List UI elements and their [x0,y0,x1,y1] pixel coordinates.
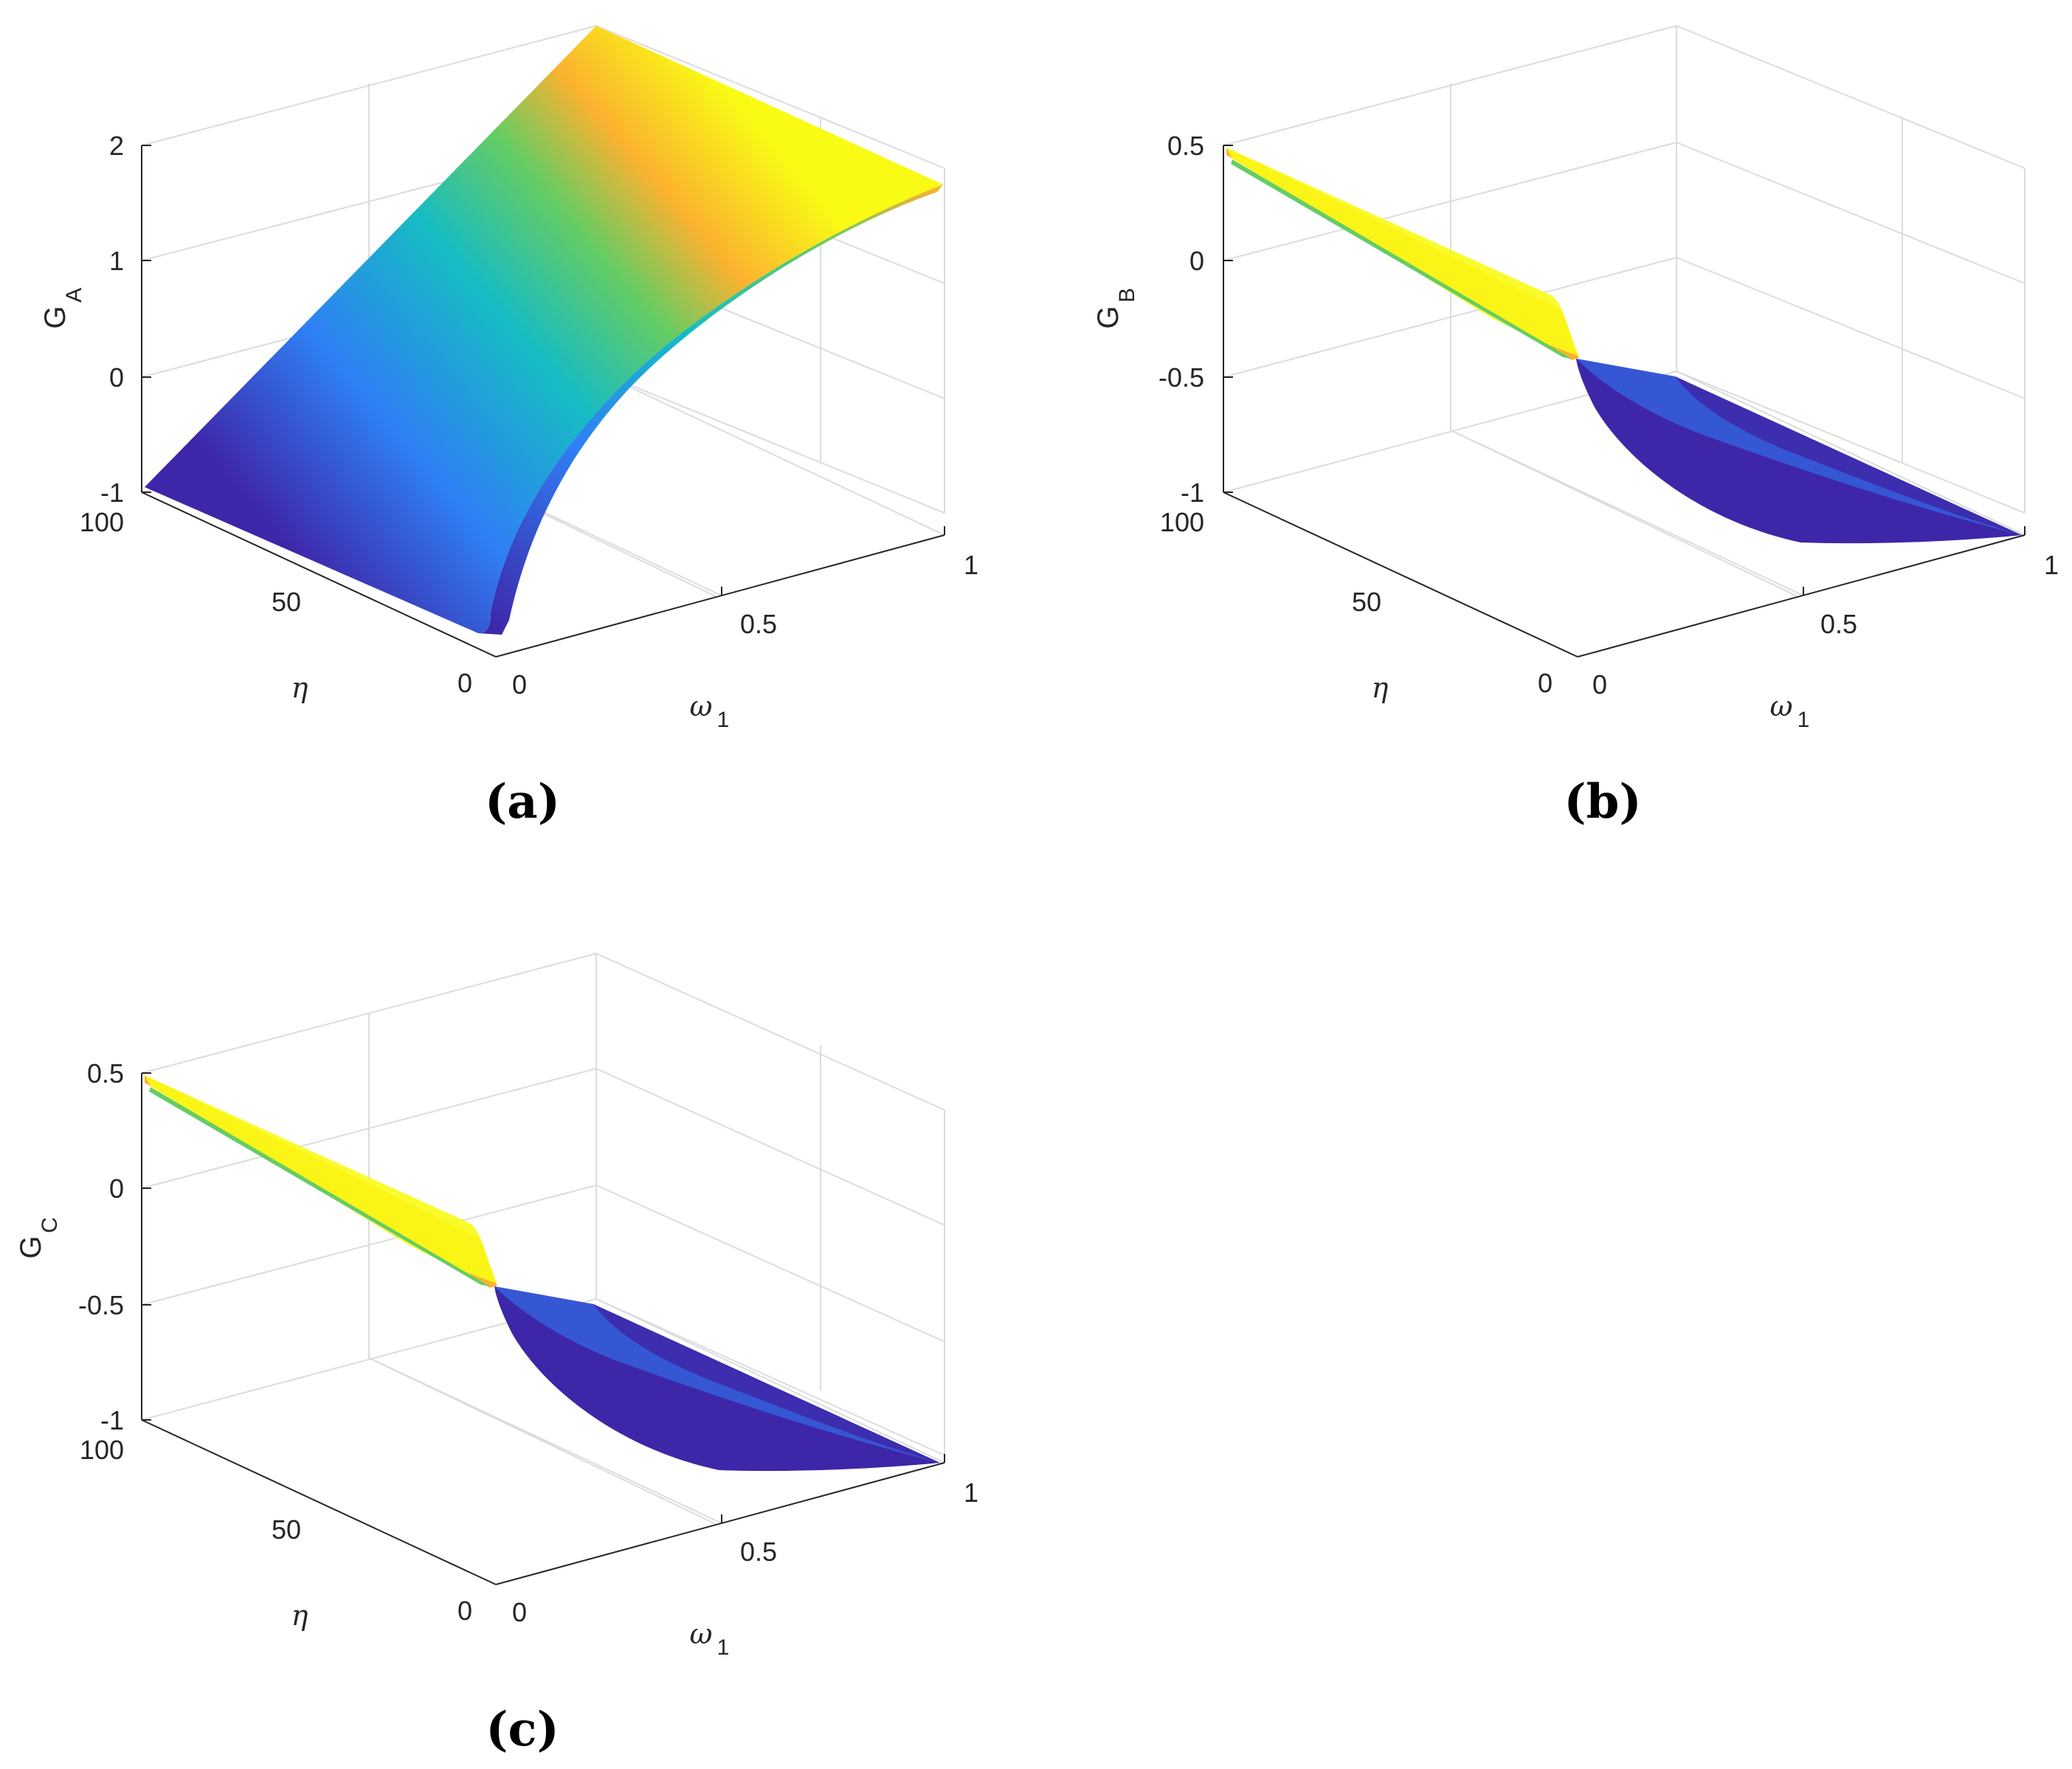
panel-b-z-tick: 0.5 [1167,131,1204,161]
panel-b-eta-label: η [1372,672,1389,704]
panel-b-grid [1223,25,2026,597]
panel-a-eta-tick: 50 [272,587,301,617]
panel-a-omega-ticks: 0 0.5 1 [512,526,978,700]
panel-c-z-tick: 0.5 [87,1058,124,1089]
panel-a-z-tick: 2 [109,131,124,161]
panel-b-z-tick: -1 [1181,477,1204,508]
panel-b-omega-tick: 0.5 [1820,609,1857,639]
panel-a-z-tick: -1 [100,477,124,508]
panel-c-grid [141,953,945,1525]
panel-c-omega-tick: 0.5 [740,1537,777,1567]
panel-a-eta-label: η [291,672,308,704]
panel-b-zlabel-sub: B [1115,288,1139,303]
panel-a-omega-tick: 1 [964,550,978,580]
panel-b-omega-tick: 1 [2044,550,2059,580]
panel-c-eta-tick: 0 [457,1596,472,1626]
panel-b-zlabel: G B [1092,288,1139,329]
panel-a-surface [145,26,943,633]
panel-a-caption: (a) [485,774,560,830]
panel-b-surface-upper-green [1231,159,1572,359]
panel-b-z-tick: -0.5 [1158,362,1204,393]
panel-c-omega-tick: 0 [512,1597,527,1627]
panel-c-eta-label: η [291,1599,308,1632]
panel-c-caption: (c) [486,1702,559,1757]
panel-b-omega-label: ω [1770,690,1793,723]
panel-a-eta-tick: 0 [457,668,472,698]
panel-a-zlabel-main: G [39,306,72,328]
panel-c-omega-ticks: 0 0.5 1 [512,1454,978,1627]
panel-b-surface-lower-dark [1675,376,2022,535]
panel-b-z-ticks: 0.5 0 -0.5 -1 [1158,131,1233,508]
panel-a-omega-label: ω [690,690,713,723]
panel-b-eta-ticks: 100 50 0 [1160,507,1553,698]
panel-c-eta-ticks: 100 50 0 [80,1435,472,1626]
panel-b-eta-tick: 50 [1352,587,1381,617]
panel-b: 0.5 0 -0.5 -1 100 50 0 0 0.5 1 G B η [1092,25,2059,830]
panel-c-omega-label: ω [690,1618,713,1650]
panel-c-surface-upper-green [149,1087,490,1286]
panel-a-omega-tick: 0 [512,669,527,700]
panel-b-eta-tick: 0 [1538,668,1553,698]
panel-c-zlabel-main: G [15,1235,47,1258]
panel-b-omega-sub: 1 [1798,708,1810,732]
panel-b-zlabel-main: G [1092,306,1125,328]
panel-c-eta-tick: 50 [272,1514,301,1545]
panel-a-zlabel-sub: A [62,288,86,303]
panel-b-surface-upper-top [1226,148,1579,356]
panel-c-z-ticks: 0.5 0 -0.5 -1 [78,1058,151,1435]
panel-c-eta-tick: 100 [80,1435,124,1465]
panel-a-eta-tick: 100 [80,507,124,537]
panel-b-omega-tick: 0 [1592,669,1607,700]
panel-c-zlabel: G C [15,1217,62,1258]
panel-c-omega-tick: 1 [964,1477,978,1508]
panel-a-z-ticks: 2 1 0 -1 [100,131,151,508]
panel-a-z-tick: 1 [109,246,124,276]
panel-b-eta-tick: 100 [1160,507,1204,537]
panel-c-surface-lower-dark [593,1304,940,1463]
panel-c-surface-upper-top [145,1075,497,1283]
panel-c-z-tick: -1 [100,1405,124,1435]
panel-a-z-tick: 0 [109,362,124,393]
panel-c: 0.5 0 -0.5 -1 100 50 0 0 0.5 1 G C [15,953,978,1757]
panel-c-omega-sub: 1 [717,1635,730,1660]
panel-a: 2 1 0 -1 100 50 0 0 0.5 1 G A η ω 1 (a) [39,25,978,830]
panel-a-omega-tick: 0.5 [740,609,777,639]
panel-c-z-tick: -0.5 [78,1290,124,1320]
panel-a-zlabel: G A [39,288,86,329]
panel-a-omega-sub: 1 [717,708,730,732]
panel-c-zlabel-sub: C [38,1217,62,1233]
panel-b-omega-ticks: 0 0.5 1 [1592,526,2059,700]
panel-b-z-tick: 0 [1189,246,1204,276]
panel-a-eta-ticks: 100 50 0 [80,507,472,698]
panel-b-caption: (b) [1564,774,1641,830]
panel-c-z-tick: 0 [109,1173,124,1204]
